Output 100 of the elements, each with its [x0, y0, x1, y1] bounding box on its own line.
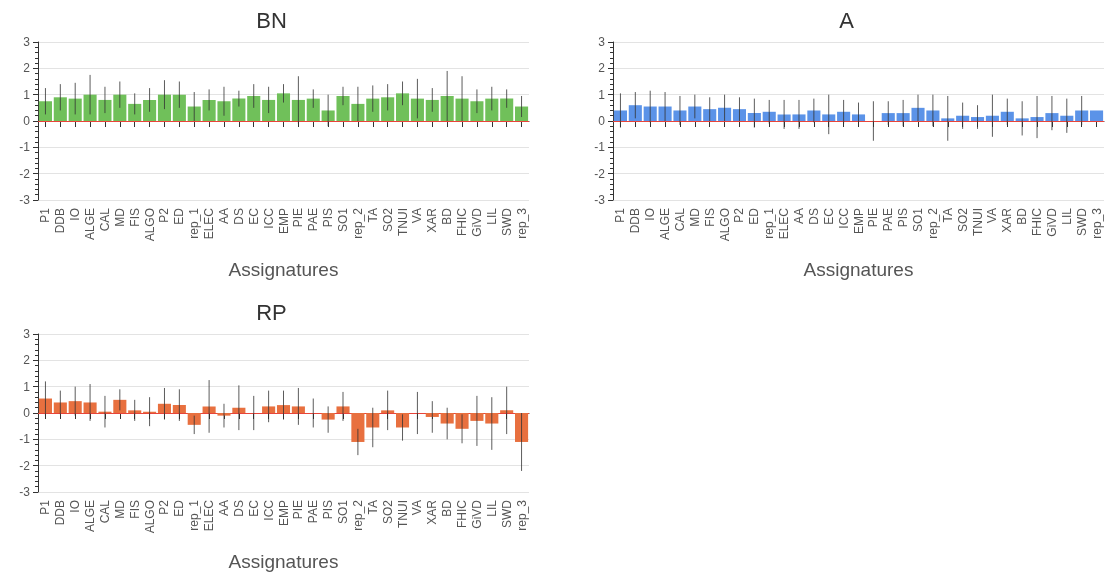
- x-tick-label: AA: [216, 500, 231, 517]
- x-tick-label: XAR: [1000, 207, 1015, 233]
- x-tick-label: ALGO: [142, 500, 157, 534]
- x-tick-label: GiVD: [469, 207, 484, 237]
- bar: [157, 94, 172, 121]
- chart-title: RP: [256, 299, 287, 325]
- x-tick-label: TNUI: [395, 208, 410, 236]
- y-tick-label: -1: [19, 432, 31, 447]
- x-tick-label: ALGE: [83, 500, 98, 533]
- bar: [881, 113, 895, 121]
- x-tick-label: CAL: [97, 499, 112, 524]
- x-tick-label: rep_3: [1089, 207, 1104, 239]
- bar: [395, 93, 410, 121]
- x-axis-title: Assignatures: [228, 551, 339, 572]
- x-tick-label: rep_2: [925, 207, 940, 239]
- bar: [381, 97, 395, 121]
- y-tick-label: 1: [23, 379, 31, 394]
- bar: [68, 401, 82, 413]
- y-tick-label: 1: [23, 87, 31, 102]
- bar: [53, 402, 67, 413]
- y-tick-label: -3: [19, 485, 31, 499]
- y-tick-label: -1: [19, 140, 31, 155]
- x-tick-label: ED: [172, 207, 187, 225]
- y-tick-label: 3: [598, 35, 606, 49]
- x-tick-label: IO: [68, 500, 83, 513]
- x-tick-label: FIS: [702, 208, 717, 227]
- y-tick-label: 3: [23, 35, 31, 49]
- x-tick-label: GiVD: [469, 499, 484, 529]
- x-tick-label: TA: [365, 500, 380, 515]
- x-tick-label: VA: [410, 208, 425, 224]
- y-tick-label: 1: [598, 87, 606, 102]
- bar: [822, 114, 836, 121]
- x-tick-label: BD: [440, 207, 455, 225]
- bar: [291, 99, 305, 121]
- chart-title: BN: [256, 7, 287, 33]
- x-tick-label: P1: [613, 207, 628, 223]
- y-tick-label: 3: [23, 327, 31, 341]
- x-tick-label: TA: [365, 208, 380, 223]
- x-tick-label: MD: [687, 207, 702, 227]
- x-tick-label: ALGO: [717, 208, 732, 242]
- x-tick-label: LIL: [484, 499, 499, 517]
- x-tick-label: ELEC: [202, 499, 217, 532]
- y-tick-label: 0: [23, 406, 31, 420]
- x-tick-label: CAL: [672, 207, 687, 232]
- bar: [172, 405, 186, 413]
- x-tick-label: BD: [440, 499, 455, 517]
- bar: [485, 413, 499, 424]
- x-tick-label: FIS: [127, 500, 142, 519]
- y-tick-label: 0: [23, 114, 31, 128]
- x-tick-label: EC: [246, 499, 261, 517]
- x-axis-title: Assignatures: [228, 259, 339, 280]
- bar: [381, 410, 395, 413]
- x-tick-label: IO: [68, 208, 83, 221]
- x-tick-label: P2: [157, 499, 172, 515]
- x-tick-label: P1: [38, 207, 53, 223]
- x-tick-label: LIL: [1059, 207, 1074, 225]
- x-tick-label: ED: [172, 499, 187, 517]
- bar: [276, 93, 291, 121]
- bar: [613, 110, 627, 121]
- y-tick-label: -2: [19, 458, 31, 473]
- x-tick-label: PAE: [306, 500, 321, 524]
- x-tick-label: ED: [747, 207, 762, 225]
- x-tick-label: TNUI: [395, 500, 410, 528]
- chart-title: A: [839, 7, 855, 33]
- y-tick-label: 2: [23, 61, 31, 76]
- x-tick-label: XAR: [425, 207, 440, 233]
- x-tick-label: rep_2: [350, 207, 365, 239]
- x-tick-label: EMP: [276, 208, 291, 235]
- x-tick-label: TA: [940, 208, 955, 223]
- x-tick-label: ICC: [261, 499, 276, 521]
- bar: [306, 98, 320, 121]
- x-tick-label: PAE: [881, 208, 896, 232]
- bar: [515, 106, 529, 121]
- x-tick-label: rep_1: [762, 207, 777, 239]
- bar: [425, 99, 439, 121]
- x-tick-label: DS: [231, 208, 246, 225]
- bar: [500, 410, 514, 413]
- y-tick-label: 2: [598, 61, 606, 76]
- y-tick-label: -2: [594, 166, 606, 181]
- x-tick-label: SO1: [336, 499, 351, 525]
- bar: [143, 99, 157, 121]
- x-tick-label: IO: [643, 208, 658, 221]
- x-tick-label: PIE: [291, 208, 306, 228]
- bar: [38, 101, 52, 121]
- x-tick-label: rep_3: [514, 499, 529, 531]
- y-tick-label: -2: [19, 166, 31, 181]
- bar: [128, 410, 142, 413]
- x-tick-label: TNUI: [970, 208, 985, 236]
- bar: [515, 413, 529, 442]
- bar: [68, 98, 82, 121]
- x-tick-label: PIS: [321, 500, 336, 520]
- x-tick-label: BD: [1015, 207, 1030, 225]
- bar: [351, 413, 365, 442]
- x-tick-label: PAE: [306, 208, 321, 232]
- x-tick-label: P2: [157, 207, 172, 223]
- x-tick-label: rep_1: [187, 207, 202, 239]
- x-tick-label: SWD: [499, 207, 514, 236]
- x-tick-label: LIL: [484, 207, 499, 225]
- x-tick-label: XAR: [425, 499, 440, 525]
- bar: [410, 98, 424, 121]
